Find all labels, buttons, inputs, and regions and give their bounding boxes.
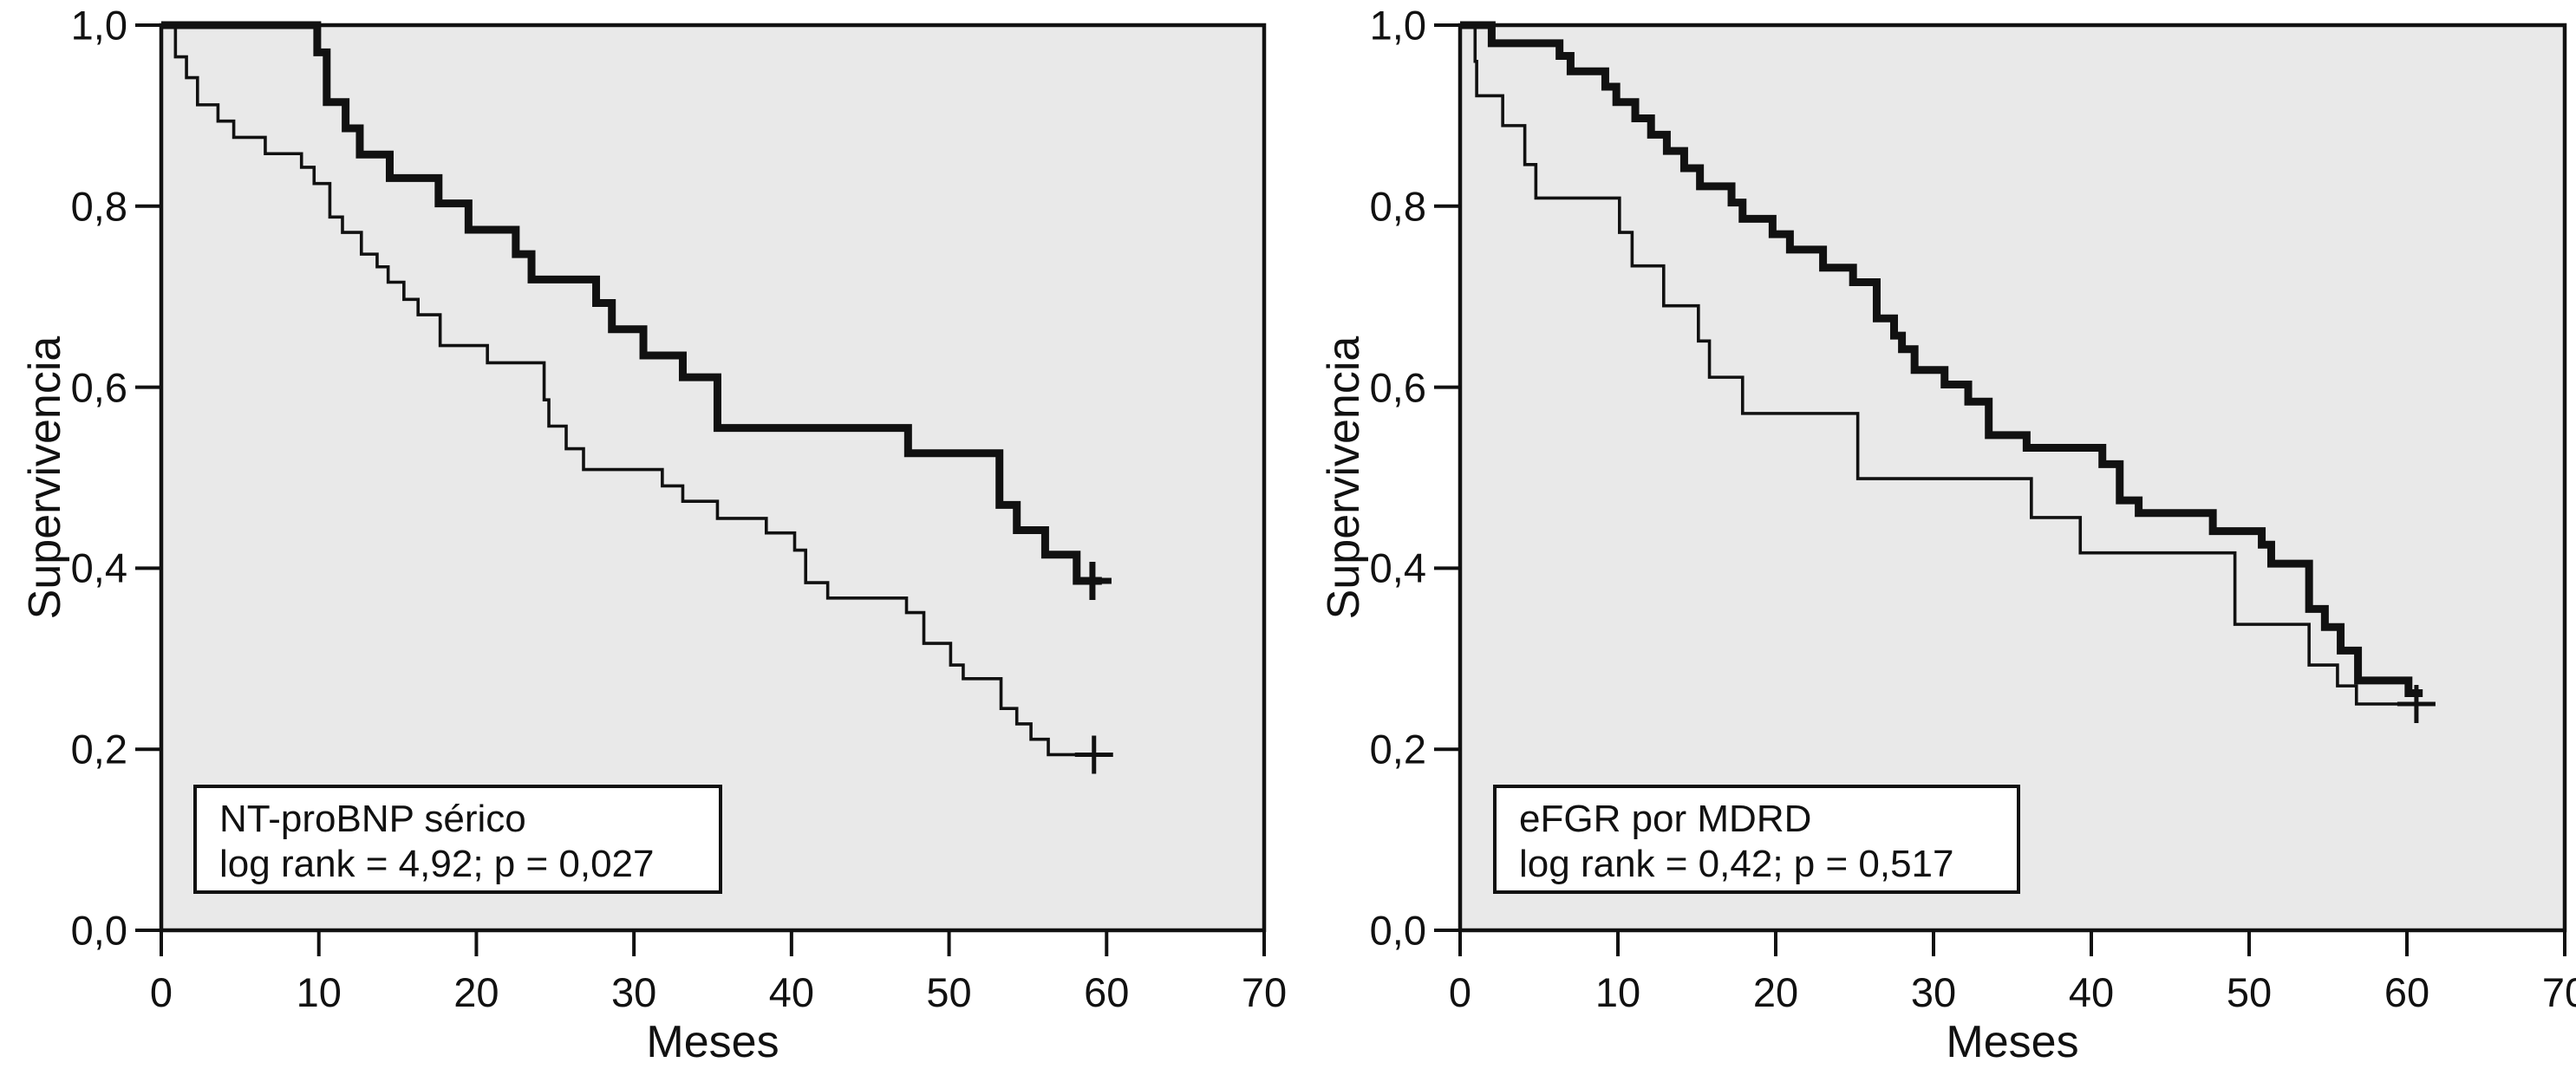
legend-stats: log rank = 4,92; p = 0,027 (219, 843, 655, 885)
y-tick-label: 0,8 (1369, 183, 1426, 230)
x-tick-label: 60 (1084, 969, 1130, 1015)
plot-frame (1458, 23, 2567, 933)
y-tick-label: 0,0 (1369, 907, 1426, 954)
y-tick-label: 1,0 (70, 2, 127, 49)
x-tick-label: 60 (2384, 969, 2430, 1015)
legend-box-ntprobnp: NT-proBNP sérico log rank = 4,92; p = 0,… (193, 785, 722, 894)
censor-mark (1073, 562, 1112, 601)
legend-stats: log rank = 0,42; p = 0,517 (1519, 843, 1954, 885)
x-tick-label: 10 (296, 969, 342, 1015)
plot-frame (159, 23, 1267, 933)
censor-mark (1074, 735, 1113, 774)
legend-box-efgr: eFGR por MDRD log rank = 0,42; p = 0,517 (1493, 785, 2020, 894)
legend-title: eFGR por MDRD (1519, 798, 1812, 840)
x-tick-label: 30 (1910, 969, 1957, 1015)
x-tick-label: 20 (453, 969, 499, 1015)
plot-area (161, 25, 1264, 930)
y-tick-label: 0,2 (70, 726, 127, 772)
x-tick-label: 40 (768, 969, 814, 1015)
x-axis-label-left: Meses (646, 1017, 779, 1067)
x-tick-label: 10 (1595, 969, 1641, 1015)
x-tick-label: 30 (611, 969, 657, 1015)
x-tick-label: 70 (2541, 969, 2576, 1015)
y-tick-label: 0,4 (1369, 544, 1426, 591)
y-tick-label: 0,2 (1369, 726, 1426, 772)
survival-curve-thin-group (161, 23, 1105, 757)
legend-title: NT-proBNP sérico (219, 798, 526, 840)
x-tick-label: 50 (926, 969, 972, 1015)
survival-curve-thick-group (161, 21, 1102, 585)
x-axis-label-right: Meses (1946, 1017, 2079, 1067)
y-tick-label: 0,0 (70, 907, 127, 954)
x-tick-label: 0 (1448, 969, 1472, 1015)
y-tick-label: 1,0 (1369, 2, 1426, 49)
y-tick-label: 0,6 (70, 364, 127, 411)
survival-curve-thin-group (1460, 23, 2429, 706)
x-tick-label: 70 (1241, 969, 1288, 1015)
x-tick-label: 50 (2226, 969, 2273, 1015)
y-tick-label: 0,6 (1369, 364, 1426, 411)
survival-curve-thick-group (1460, 21, 2423, 697)
y-tick-label: 0,8 (70, 183, 127, 230)
x-tick-label: 0 (149, 969, 173, 1015)
x-tick-label: 40 (2068, 969, 2115, 1015)
x-tick-label: 20 (1752, 969, 1799, 1015)
y-tick-label: 0,4 (70, 544, 127, 591)
